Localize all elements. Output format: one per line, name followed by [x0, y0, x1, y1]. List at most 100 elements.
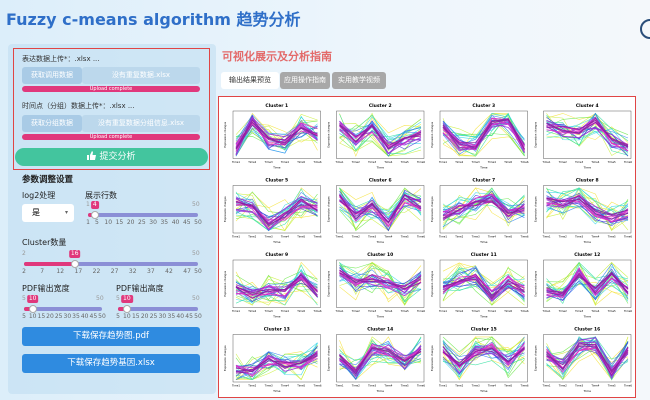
log2-select[interactable]: 是 ▾: [22, 204, 74, 222]
x-tick-label: Time1: [543, 160, 551, 164]
logo: [640, 19, 650, 39]
member-line: [339, 113, 422, 155]
plot-frame: [336, 185, 425, 234]
cluster-plot: Cluster 3 Expression changes Time Time1 Time…: [430, 103, 529, 170]
x-tick-label: Time5: [297, 384, 305, 388]
x-tick-label: Time4: [384, 309, 392, 313]
x-tick-label: Time2: [248, 235, 256, 239]
member-line: [546, 344, 629, 372]
slider-tick-label: 15: [131, 313, 140, 320]
slider-handle[interactable]: [90, 211, 99, 219]
plot-frame: [543, 110, 632, 159]
x-tick-label: Time1: [336, 309, 344, 313]
x-tick-label: Time3: [368, 235, 376, 239]
slider-tick-label: 22: [92, 268, 101, 275]
slider-handle[interactable]: [70, 260, 79, 268]
member-line: [235, 353, 318, 374]
x-tick-label: Time6: [314, 160, 322, 164]
slider-tick-label: 47: [183, 268, 191, 275]
member-line: [235, 198, 318, 219]
slider-tick-label: 20: [140, 313, 149, 320]
member-line: [546, 187, 629, 221]
member-line: [442, 201, 525, 218]
plot-frame: [439, 259, 528, 308]
slider-tick-label: 12: [56, 268, 65, 275]
x-axis-label: Time: [376, 389, 384, 393]
member-line: [339, 262, 422, 305]
member-line: [546, 126, 629, 146]
submit-label: 提交分析: [99, 152, 136, 162]
slider-tick-label: 15: [115, 219, 124, 226]
member-line: [442, 196, 525, 227]
x-tick-label: Time4: [591, 160, 599, 164]
member-line: [235, 198, 318, 230]
slider-handle[interactable]: [122, 305, 131, 313]
member-line: [442, 198, 525, 216]
slider-min: 2: [22, 250, 26, 257]
x-tick-label: Time3: [265, 384, 273, 388]
cluster-plot: Cluster 1 Expression changes Time Time1 Time…: [223, 103, 322, 170]
submit-button[interactable]: 提交分析: [15, 148, 208, 166]
member-line: [235, 115, 318, 155]
field-label: log2处理: [22, 191, 56, 200]
x-tick-label: Time6: [417, 384, 425, 388]
x-tick-label: Time5: [401, 160, 409, 164]
slider-fill: [24, 307, 33, 311]
y-axis-label: Expression changes: [430, 270, 434, 296]
download-button[interactable]: 下载保存趋势图.pdf: [22, 327, 200, 346]
slider-value: 10: [121, 295, 133, 303]
slider-tick-label: 40: [80, 313, 89, 320]
x-axis-label: Time: [583, 315, 591, 319]
x-axis-label: Time: [272, 240, 280, 244]
member-line: [546, 337, 629, 370]
slider-tick-label: 2: [22, 268, 26, 275]
plot-frame: [439, 110, 528, 159]
x-axis-label: Time: [376, 166, 384, 170]
slider-tick-label: 1: [86, 219, 90, 226]
member-line: [339, 141, 422, 157]
x-tick-label: Time4: [384, 235, 392, 239]
tab-active[interactable]: 输出结果预览: [221, 72, 279, 89]
x-tick-label: Time4: [591, 384, 599, 388]
cluster-plot: Cluster 16 Expression changes Time Time1 Tim…: [534, 327, 633, 394]
slider-handle[interactable]: [28, 305, 37, 313]
x-tick-label: Time4: [281, 160, 289, 164]
slider-tick-label: 30: [158, 313, 167, 320]
member-line: [442, 276, 525, 298]
x-tick-label: Time5: [401, 309, 409, 313]
x-tick-label: Time5: [608, 160, 616, 164]
plot-frame: [543, 185, 632, 234]
x-tick-label: Time5: [504, 235, 512, 239]
upload-button[interactable]: 获取调用数据: [22, 67, 82, 84]
tab[interactable]: 实用教学视频: [332, 72, 386, 89]
y-axis-label: Expression changes: [223, 196, 227, 222]
x-tick-label: Time4: [488, 384, 496, 388]
plot-frame: [439, 334, 528, 383]
x-tick-label: Time6: [417, 309, 425, 313]
slider-tick-label: 20: [46, 313, 54, 320]
x-tick-label: Time5: [608, 309, 616, 313]
upload-progress: Upload complete: [22, 86, 200, 92]
x-tick-label: Time6: [314, 384, 322, 388]
x-tick-label: Time4: [281, 309, 289, 313]
slider-tick-label: 32: [128, 268, 137, 275]
x-tick-label: Time2: [559, 309, 567, 313]
member-line: [442, 129, 525, 157]
plot-title: Cluster 3: [472, 103, 495, 109]
member-line: [339, 261, 422, 299]
x-tick-label: Time2: [559, 235, 567, 239]
x-tick-label: Time6: [521, 235, 529, 239]
slider-value: 16: [68, 250, 81, 258]
slider-tick-label: 10: [28, 313, 37, 320]
tab[interactable]: 应用操作指南: [280, 72, 330, 89]
slider-label: 展示行数: [85, 191, 117, 200]
x-tick-label: Time5: [297, 235, 305, 239]
cluster-plot: Cluster 15 Expression changes Time Time1 Tim…: [430, 327, 529, 394]
slider-tick-label: 25: [149, 313, 158, 320]
x-tick-label: Time6: [521, 384, 529, 388]
member-line: [546, 194, 629, 231]
download-button[interactable]: 下载保存趋势基因.xlsx: [22, 354, 200, 373]
upload-button[interactable]: 获取分组数据: [22, 115, 82, 132]
member-line: [235, 191, 318, 214]
x-tick-label: Time4: [281, 384, 289, 388]
